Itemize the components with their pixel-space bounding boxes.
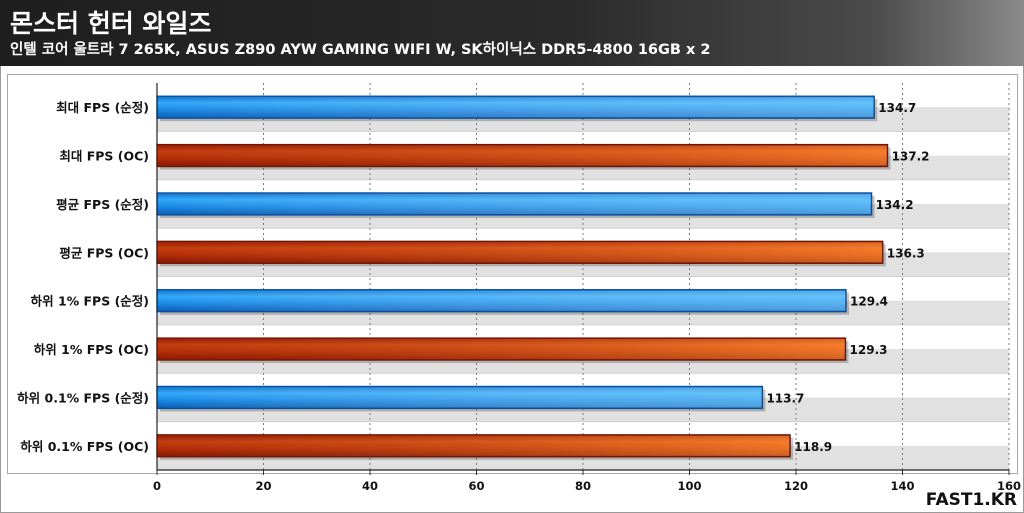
x-tick-label: 160 <box>997 479 1021 493</box>
category-label: 평균 FPS (OC) <box>59 245 149 260</box>
category-label: 하위 0.1% FPS (순정) <box>17 390 149 405</box>
value-label: 129.4 <box>850 295 888 309</box>
bar-sheen <box>158 435 790 456</box>
bar-sheen <box>158 97 874 118</box>
value-label: 113.7 <box>766 391 804 405</box>
value-label: 134.7 <box>878 101 916 115</box>
bar-sheen <box>158 339 845 360</box>
x-tick-label: 40 <box>362 479 378 493</box>
brand-logo: FAST1.KR <box>925 490 1017 510</box>
category-label: 하위 1% FPS (OC) <box>34 342 149 357</box>
value-label: 134.2 <box>876 198 914 212</box>
bars <box>156 95 891 460</box>
bar-sheen <box>158 242 882 263</box>
value-labels: 134.7 137.2 134.2 136.3 129.4 129.3 113.7 118.9 <box>766 101 929 454</box>
x-tick-label: 80 <box>575 479 591 493</box>
x-tick-label: 60 <box>468 479 484 493</box>
category-labels: 최대 FPS (순정) 최대 FPS (OC) 평균 FPS (순정) 평균 FPS … <box>17 100 149 454</box>
x-tick-label: 100 <box>677 479 701 493</box>
x-tick-label: 140 <box>890 479 914 493</box>
chart-title: 몬스터 헌터 와일즈 <box>10 9 212 38</box>
category-label: 최대 FPS (순정) <box>56 100 149 115</box>
value-label: 136.3 <box>887 246 925 260</box>
x-tick-label: 20 <box>255 479 271 493</box>
value-label: 129.3 <box>850 343 888 357</box>
chart-subtitle: 인텔 코어 울트라 7 265K, ASUS Z890 AYW GAMING W… <box>10 42 711 58</box>
category-label: 하위 1% FPS (순정) <box>31 294 149 309</box>
chart-header: 몬스터 헌터 와일즈 인텔 코어 울트라 7 265K, ASUS Z890 A… <box>0 0 1024 66</box>
category-label: 평균 FPS (순정) <box>56 197 149 212</box>
x-axis-ticks: 0 20 40 60 80 100 120 140 160 <box>153 83 1021 493</box>
bar-sheen <box>158 145 887 166</box>
category-label: 최대 FPS (OC) <box>59 149 149 164</box>
bar-sheen <box>158 290 846 311</box>
bar-sheen <box>158 387 762 408</box>
value-label: 118.9 <box>794 440 832 454</box>
value-label: 137.2 <box>892 150 930 164</box>
x-tick-label: 0 <box>153 479 161 493</box>
x-tick-label: 120 <box>784 479 808 493</box>
bar-sheen <box>158 193 871 214</box>
category-label: 하위 0.1% FPS (OC) <box>20 439 149 454</box>
